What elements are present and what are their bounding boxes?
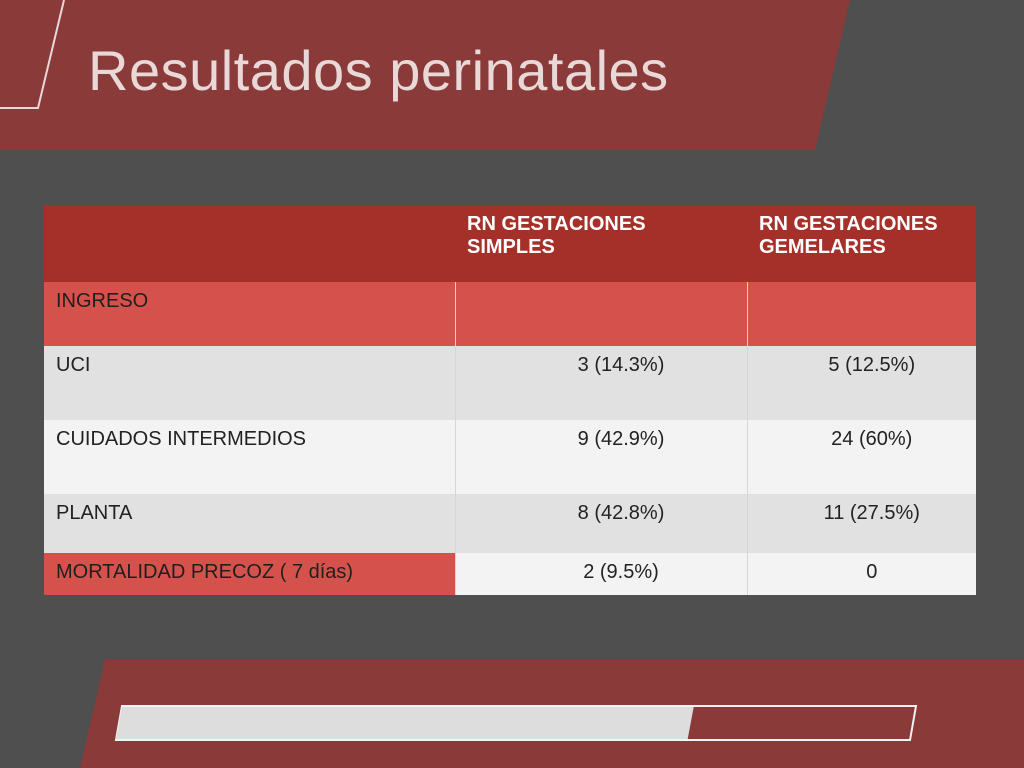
results-table: RN GESTACIONES SIMPLES RN GESTACIONES GE… [44, 205, 976, 595]
table-row-cuidados-intermedios: CUIDADOS INTERMEDIOS 9 (42.9%) 24 (60%) [44, 420, 976, 494]
progress-bar-fill [116, 707, 694, 739]
header-gemelares-line-2: GEMELARES [759, 236, 886, 258]
row-label: UCI [56, 354, 91, 376]
page-title: Resultados perinatales [88, 39, 669, 102]
cell-simples [454, 282, 747, 346]
table-row-ingreso: INGRESO [44, 282, 976, 346]
cell-gemelares: 5 (12.5%) [746, 346, 976, 420]
cell-simples: 8 (42.8%) [454, 494, 747, 553]
cell-gemelares: 0 [746, 553, 976, 595]
table-header-row: RN GESTACIONES SIMPLES RN GESTACIONES GE… [44, 205, 976, 282]
row-label: MORTALIDAD PRECOZ ( 7 días) [44, 553, 455, 595]
cell-gemelares: 24 (60%) [746, 420, 976, 494]
header-simples-line-1: RN GESTACIONES [467, 213, 646, 235]
header-gemelares-line-1: RN GESTACIONES [759, 213, 938, 235]
banner-accent-line [0, 0, 65, 109]
cell-gemelares [746, 282, 976, 346]
row-label: INGRESO [56, 290, 149, 312]
table-row-mortalidad-precoz: MORTALIDAD PRECOZ ( 7 días) 2 (9.5%) 0 [44, 553, 976, 595]
cell-gemelares: 11 (27.5%) [746, 494, 976, 553]
cell-simples: 3 (14.3%) [454, 346, 747, 420]
cell-simples: 2 (9.5%) [454, 553, 747, 595]
table-row-uci: UCI 3 (14.3%) 5 (12.5%) [44, 346, 976, 420]
cell-simples: 9 (42.9%) [454, 420, 747, 494]
row-label: PLANTA [56, 502, 133, 524]
header-empty-cell [44, 205, 455, 282]
header-simples: RN GESTACIONES SIMPLES [455, 205, 747, 282]
title-banner [0, 0, 850, 150]
row-label: CUIDADOS INTERMEDIOS [56, 428, 307, 450]
header-gemelares: RN GESTACIONES GEMELARES [747, 205, 976, 282]
header-simples-line-2: SIMPLES [467, 236, 555, 258]
table-row-planta: PLANTA 8 (42.8%) 11 (27.5%) [44, 494, 976, 553]
